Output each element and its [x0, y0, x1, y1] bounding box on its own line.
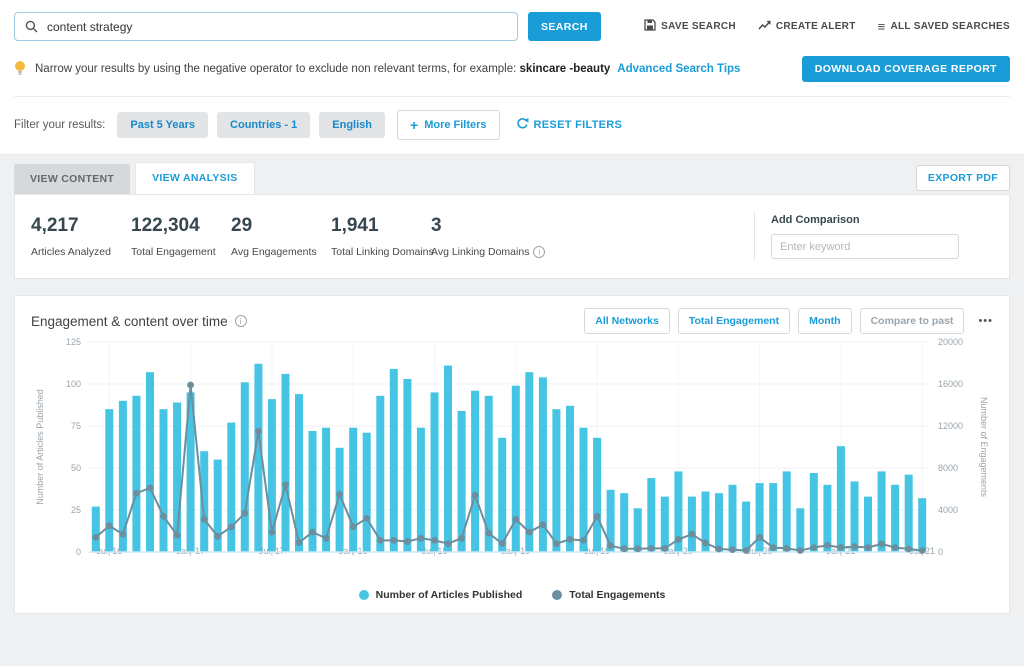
legend-label: Number of Articles Published [375, 589, 523, 601]
chart-header: Engagement & content over time i All Net… [31, 308, 993, 334]
filter-chip-language[interactable]: English [319, 112, 385, 138]
tip-row: Narrow your results by using the negativ… [14, 56, 1010, 82]
refresh-icon [516, 117, 529, 133]
svg-text:125: 125 [66, 337, 81, 347]
svg-text:8000: 8000 [938, 463, 958, 473]
stat-value: 1,941 [331, 215, 379, 236]
svg-text:Number of Engagements: Number of Engagements [979, 397, 989, 498]
stat-total-linking-domains: 1,941 Total Linking Domains [331, 215, 434, 258]
stat-value: 4,217 [31, 215, 79, 236]
more-menu-icon[interactable]: ••• [978, 315, 993, 327]
stat-avg-linking-domains: 3 Avg Linking Domains i [431, 215, 546, 258]
search-row: SEARCH SAVE SEARCH CREATE ALERT ≡ ALL SA… [14, 12, 1010, 41]
stat-label: Avg Engagements [231, 246, 317, 258]
stat-label: Articles Analyzed [31, 246, 111, 258]
compare-to-past-button[interactable]: Compare to past [859, 308, 965, 334]
tip-example: skincare -beauty [519, 63, 611, 75]
svg-text:25: 25 [71, 505, 81, 515]
tab-view-content[interactable]: VIEW CONTENT [14, 164, 131, 194]
svg-text:20000: 20000 [938, 337, 963, 347]
trend-arrow-icon [758, 20, 771, 34]
tabs-row: VIEW CONTENT VIEW ANALYSIS EXPORT PDF [14, 162, 1010, 194]
list-icon: ≡ [877, 19, 886, 34]
all-saved-searches-label: ALL SAVED SEARCHES [890, 21, 1010, 32]
tab-view-analysis[interactable]: VIEW ANALYSIS [135, 162, 255, 194]
stat-avg-engagements: 29 Avg Engagements [231, 215, 331, 258]
chart-controls: All Networks Total Engagement Month Comp… [584, 308, 993, 334]
reset-filters-button[interactable]: RESET FILTERS [516, 117, 623, 133]
articles-legend-dot-icon [358, 590, 369, 600]
info-icon[interactable]: i [533, 246, 546, 258]
tip-text-block: Narrow your results by using the negativ… [14, 60, 740, 79]
chart-title: Engagement & content over time i [31, 314, 247, 329]
stat-label: Total Engagement [131, 246, 216, 258]
stat-label: Avg Linking Domains i [431, 246, 546, 258]
add-comparison-block: Add Comparison [754, 212, 1009, 261]
total-engagement-button[interactable]: Total Engagement [677, 308, 791, 334]
add-comparison-label: Add Comparison [771, 214, 860, 226]
create-alert-label: CREATE ALERT [775, 21, 856, 32]
legend-total-engagements: Total Engagements [552, 589, 665, 601]
svg-text:16000: 16000 [938, 379, 963, 389]
stat-value: 29 [231, 215, 253, 236]
tip-text: Narrow your results by using the negativ… [35, 63, 741, 75]
top-actions: SAVE SEARCH CREATE ALERT ≡ ALL SAVED SEA… [644, 19, 1010, 34]
info-icon[interactable]: i [234, 315, 247, 327]
save-search-button[interactable]: SAVE SEARCH [644, 19, 736, 34]
filter-chip-date[interactable]: Past 5 Years [117, 112, 209, 138]
svg-text:100: 100 [66, 379, 81, 389]
all-saved-searches-button[interactable]: ≡ ALL SAVED SEARCHES [878, 20, 1010, 33]
search-input[interactable] [47, 19, 507, 34]
filters-row: Filter your results: Past 5 Years Countr… [14, 96, 1010, 154]
more-filters-button[interactable]: + More Filters [397, 110, 500, 140]
month-button[interactable]: Month [798, 308, 852, 334]
top-panel: SEARCH SAVE SEARCH CREATE ALERT ≡ ALL SA… [0, 0, 1024, 155]
engagements-legend-dot-icon [552, 590, 563, 600]
stat-total-engagement: 122,304 Total Engagement [131, 215, 231, 258]
stat-value: 3 [431, 215, 442, 236]
download-coverage-report-button[interactable]: DOWNLOAD COVERAGE REPORT [801, 56, 1010, 82]
svg-text:0: 0 [76, 547, 81, 557]
svg-text:50: 50 [71, 463, 81, 473]
search-icon [25, 20, 38, 33]
search-button[interactable]: SEARCH [528, 12, 601, 41]
reset-filters-label: RESET FILTERS [533, 119, 623, 131]
stats-summary-card: 4,217 Articles Analyzed 122,304 Total En… [14, 194, 1010, 279]
search-box[interactable] [14, 12, 518, 41]
comparison-keyword-input[interactable] [771, 234, 959, 259]
create-alert-button[interactable]: CREATE ALERT [758, 20, 856, 34]
save-search-label: SAVE SEARCH [661, 21, 736, 32]
svg-text:12000: 12000 [938, 421, 963, 431]
chart-card: Engagement & content over time i All Net… [14, 295, 1010, 614]
svg-text:Number of Articles Published: Number of Articles Published [35, 389, 45, 505]
all-networks-button[interactable]: All Networks [584, 308, 670, 334]
save-icon [644, 19, 656, 34]
stat-value: 122,304 [131, 215, 200, 236]
stat-label: Total Linking Domains [331, 246, 434, 258]
export-pdf-button[interactable]: EXPORT PDF [915, 165, 1010, 191]
chart-legend: Number of Articles Published Total Engag… [31, 589, 993, 605]
svg-text:4000: 4000 [938, 505, 958, 515]
more-filters-label: More Filters [424, 119, 487, 131]
filter-chip-countries[interactable]: Countries - 1 [217, 112, 311, 138]
legend-articles-published: Number of Articles Published [358, 589, 523, 601]
legend-label: Total Engagements [569, 589, 666, 601]
svg-text:0: 0 [938, 547, 943, 557]
engagement-over-time-chart[interactable]: Jul '16 Jan '17 Jul '17 Jan '18 Jul '18 Jan '… [31, 334, 995, 582]
filters-label: Filter your results: [14, 119, 106, 131]
lightbulb-icon [14, 60, 26, 79]
plus-icon: + [410, 117, 419, 133]
stat-articles-analyzed: 4,217 Articles Analyzed [31, 215, 131, 258]
svg-text:75: 75 [71, 421, 81, 431]
advanced-search-tips-link[interactable]: Advanced Search Tips [617, 63, 741, 75]
